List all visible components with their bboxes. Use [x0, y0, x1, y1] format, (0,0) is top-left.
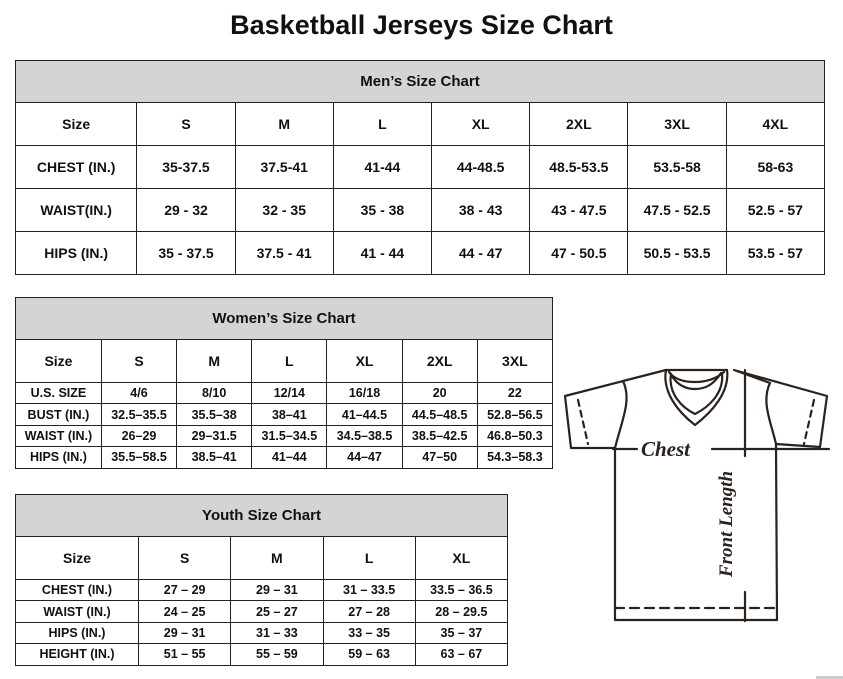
svg-text:Front Length: Front Length: [716, 471, 737, 578]
svg-text:Chest: Chest: [641, 437, 691, 461]
